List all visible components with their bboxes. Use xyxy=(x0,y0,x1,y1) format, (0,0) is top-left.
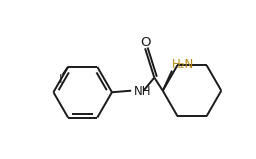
Text: H₂N: H₂N xyxy=(172,58,194,71)
Text: I: I xyxy=(59,73,62,86)
Text: O: O xyxy=(141,36,151,49)
Text: NH: NH xyxy=(134,85,151,98)
